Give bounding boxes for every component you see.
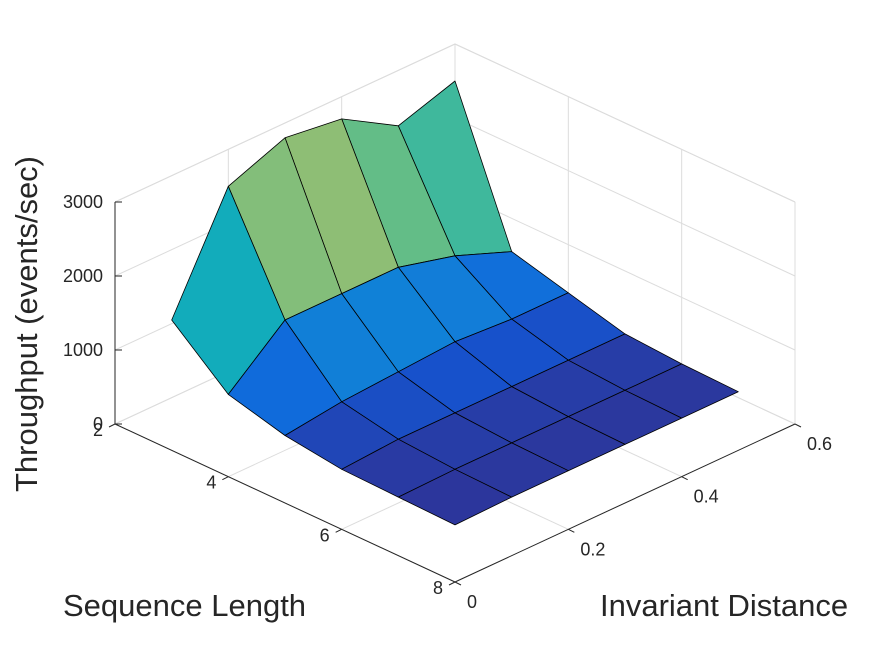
y-axis-label: Invariant Distance — [600, 588, 848, 623]
x-axis-line — [114, 423, 456, 583]
x-tick-label: 8 — [433, 578, 443, 598]
y-tick-mark — [794, 423, 802, 428]
back-plane-y — [455, 44, 795, 424]
grid-line-z — [454, 117, 796, 277]
box-edge — [114, 43, 456, 203]
z-tick-label: 0 — [93, 414, 103, 434]
x-tick-mark — [448, 581, 456, 586]
z-tick-label: 3000 — [63, 192, 103, 212]
surface-patch — [397, 468, 513, 526]
box-edge — [454, 43, 796, 203]
x-tick-mark — [222, 476, 229, 481]
y-axis-line — [454, 423, 796, 583]
x-tick-label: 2 — [93, 420, 103, 440]
y-tick-label: 0.4 — [694, 487, 719, 507]
x-axis-label: Sequence Length — [63, 588, 306, 623]
z-tick-label: 2000 — [63, 266, 103, 286]
surface-mesh — [171, 80, 739, 526]
x-tick-mark — [335, 528, 342, 533]
y-tick-mark — [454, 581, 462, 586]
y-tick-label: 0.2 — [580, 539, 605, 559]
x-tick-mark — [108, 423, 116, 428]
y-tick-label: 0.6 — [807, 434, 832, 454]
x-tick-label: 4 — [206, 473, 216, 493]
grid-line-z — [454, 191, 796, 351]
y-tick-mark — [681, 476, 688, 481]
z-axis-label: Throughput (events/sec) — [9, 156, 44, 492]
y-tick-mark — [568, 528, 575, 533]
x-tick-label: 6 — [320, 525, 330, 545]
tick-labels: 2 4 6 8 0 0.2 0.4 0.6 0 1000 2000 3000 — [63, 192, 832, 612]
axis-lines — [108, 201, 802, 586]
y-tick-label: 0 — [467, 592, 477, 612]
z-tick-label: 1000 — [63, 340, 103, 360]
